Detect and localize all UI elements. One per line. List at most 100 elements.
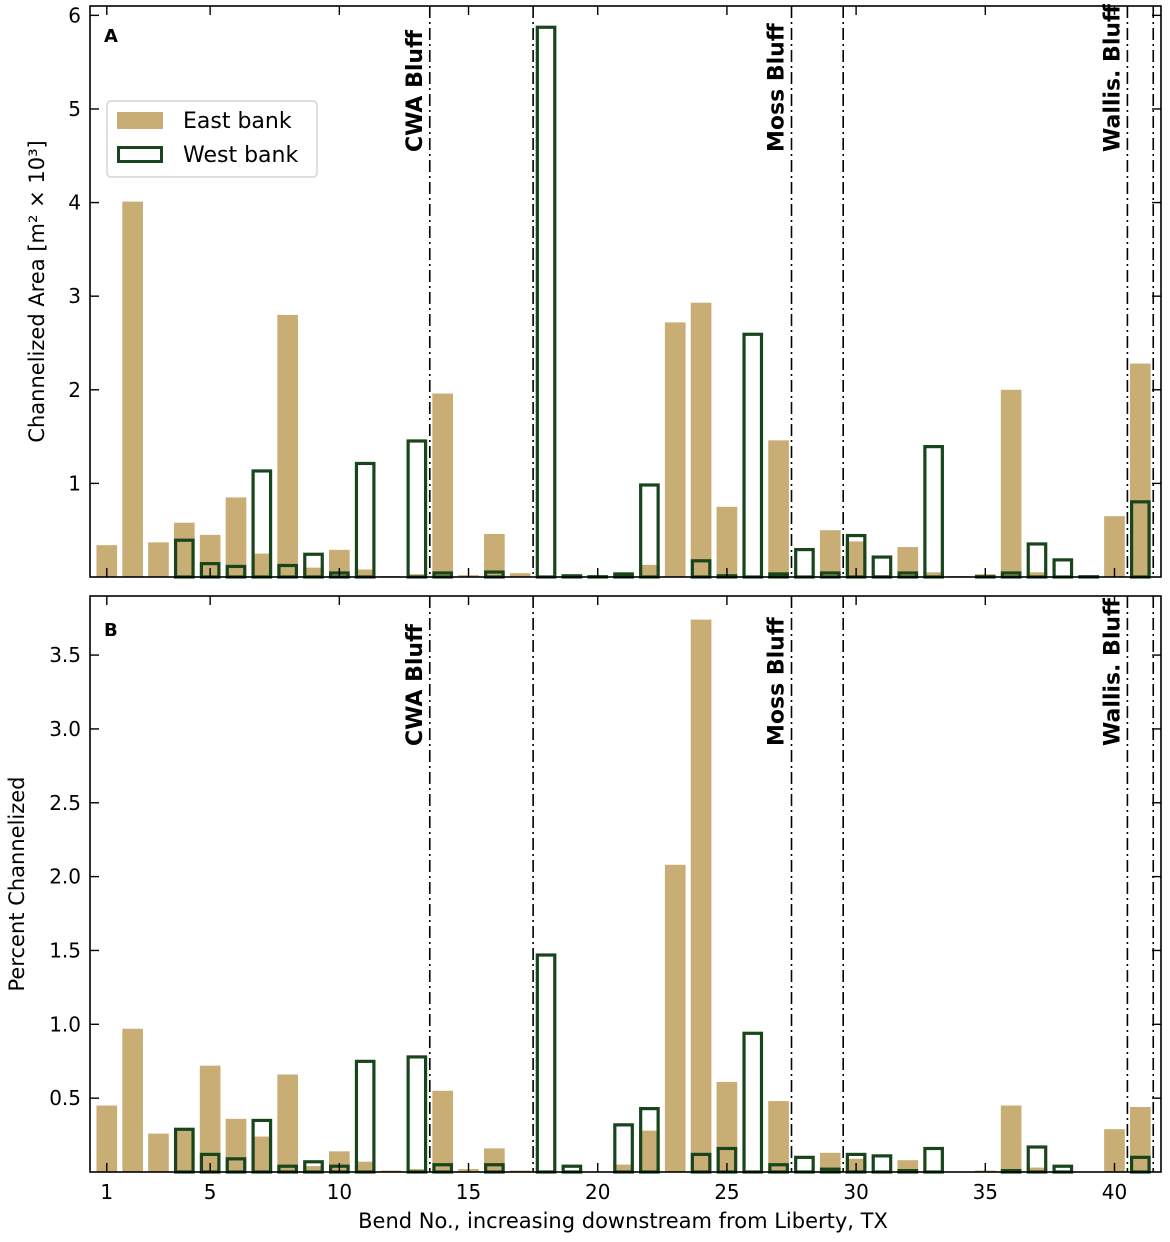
- x-tick-label: 20: [585, 1180, 610, 1204]
- east-bank-bar: [1104, 516, 1125, 577]
- east-bank-bar: [122, 1028, 143, 1172]
- east-bank-bar: [484, 533, 505, 577]
- east-bank-bar: [354, 1161, 376, 1172]
- west-bank-bar: [561, 1164, 583, 1174]
- x-tick-label: 10: [327, 1180, 352, 1204]
- west-bank-bar: [794, 547, 815, 579]
- y-tick-label: 2.0: [49, 865, 81, 889]
- y-tick-label: 1: [68, 471, 81, 495]
- y-tick-label: 2.5: [49, 791, 81, 815]
- east-bank-bar: [96, 545, 118, 577]
- east-bank-bar: [303, 567, 324, 577]
- legend-label-east: East bank: [183, 109, 292, 134]
- east-bank-bar: [303, 1166, 324, 1172]
- x-tick-label: 25: [714, 1180, 739, 1204]
- east-bank-bar: [225, 497, 247, 577]
- bluff-label: CWA Bluff: [403, 623, 428, 746]
- y-tick-label: 2: [68, 378, 81, 402]
- legend: East bank West bank: [106, 100, 318, 178]
- east-bank-bar: [897, 1160, 919, 1172]
- east-bank-bar: [1104, 1129, 1125, 1172]
- west-bank-bar: [1052, 558, 1074, 579]
- y-tick-label: 6: [68, 3, 81, 27]
- x-tick-label: 35: [973, 1180, 998, 1204]
- axes-frame: [89, 5, 1162, 578]
- east-bank-bar: [432, 1090, 454, 1172]
- east-bank-bar: [639, 1130, 660, 1172]
- west-bank-bar: [1026, 542, 1048, 579]
- east-bank-bar: [1000, 1105, 1022, 1172]
- west-bank-bar: [742, 332, 764, 579]
- west-bank-bar: [794, 1155, 815, 1174]
- east-bank-bar: [639, 564, 660, 577]
- east-bank-bar: [199, 1065, 221, 1172]
- y-tick-label: 3.5: [49, 643, 81, 667]
- east-bank-bar: [690, 302, 712, 577]
- y-tick-label: 1.5: [49, 938, 81, 962]
- y-axis-label: Percent Channelized: [5, 776, 29, 991]
- y-tick-label: 0.5: [49, 1086, 81, 1110]
- x-tick-label: 30: [843, 1180, 868, 1204]
- panel-letter: A: [104, 26, 118, 47]
- panel-a: 1 2 3 4 5 6 Channelized Area [m² × 10³] A CWA Bl…: [25, 3, 1162, 579]
- east-bank-bar: [1026, 572, 1048, 577]
- east-bank-bar: [329, 549, 350, 577]
- x-tick-label: 5: [204, 1180, 217, 1204]
- west-bank-bar: [406, 439, 428, 579]
- x-tick-label: 1: [100, 1180, 113, 1204]
- east-bank-bar: [354, 569, 376, 577]
- x-tick-label: 15: [456, 1180, 481, 1204]
- west-bank-bar: [871, 1154, 893, 1174]
- east-bank-bar: [148, 1133, 169, 1172]
- east-bank-bar: [819, 530, 841, 577]
- east-bank-bar: [251, 1136, 273, 1172]
- y-tick-label: 3.0: [49, 717, 81, 741]
- west-bank-bar: [923, 445, 944, 579]
- east-bank-bar: [845, 541, 867, 577]
- axes-frame: [89, 595, 1162, 1173]
- east-bank-bar: [923, 572, 944, 577]
- west-bank-bar: [871, 555, 893, 579]
- west-bank-bar: [535, 25, 557, 579]
- y-tick-label: 5: [68, 97, 81, 121]
- east-bank-bar: [1026, 1167, 1048, 1172]
- east-bank-bar: [690, 619, 712, 1172]
- y-tick-label: 1.0: [49, 1012, 81, 1036]
- x-tick-label: 40: [1102, 1180, 1127, 1204]
- legend-label-west: West bank: [183, 143, 298, 168]
- east-bank-bar: [819, 1152, 841, 1172]
- east-bank-bar: [716, 506, 738, 577]
- bluff-label: Wallis. Bluff: [1100, 3, 1125, 152]
- west-bank-bar: [639, 483, 660, 579]
- bluff-label: Moss Bluff: [765, 616, 790, 746]
- west-bank-bar: [354, 1059, 376, 1174]
- east-bank-bar: [509, 573, 531, 577]
- west-bank-bar: [742, 1031, 764, 1174]
- panel-letter: B: [104, 620, 118, 641]
- east-bank-bar: [664, 864, 686, 1172]
- bluff-label: Moss Bluff: [765, 22, 790, 152]
- east-bank-bar: [277, 1074, 298, 1172]
- west-bank-bar: [923, 1146, 944, 1174]
- east-bank-bar: [122, 201, 143, 578]
- east-bank-bar: [1000, 389, 1022, 577]
- west-bank-bar: [406, 1055, 428, 1174]
- east-bank-bar: [173, 522, 195, 577]
- bluff-label: CWA Bluff: [403, 29, 428, 152]
- east-bank-bar: [613, 1164, 634, 1172]
- east-bank-bar: [173, 1130, 195, 1172]
- west-bank-bar: [535, 953, 557, 1174]
- legend-swatch-east: [117, 112, 163, 129]
- panel-b: 1 5 10 15 20 25 30 35 400.51.01.52.02.53.03.5Per…: [5, 595, 1162, 1204]
- east-bank-bar: [768, 440, 789, 577]
- east-bank-bar: [768, 1101, 789, 1172]
- east-bank-bar: [199, 534, 221, 577]
- legend-swatch-west: [117, 146, 163, 163]
- y-tick-label: 4: [68, 191, 81, 215]
- y-tick-label: 3: [68, 284, 81, 308]
- east-bank-bar: [96, 1105, 118, 1172]
- east-bank-bar: [664, 322, 686, 577]
- west-bank-bar: [354, 461, 376, 579]
- east-bank-bar: [897, 547, 919, 577]
